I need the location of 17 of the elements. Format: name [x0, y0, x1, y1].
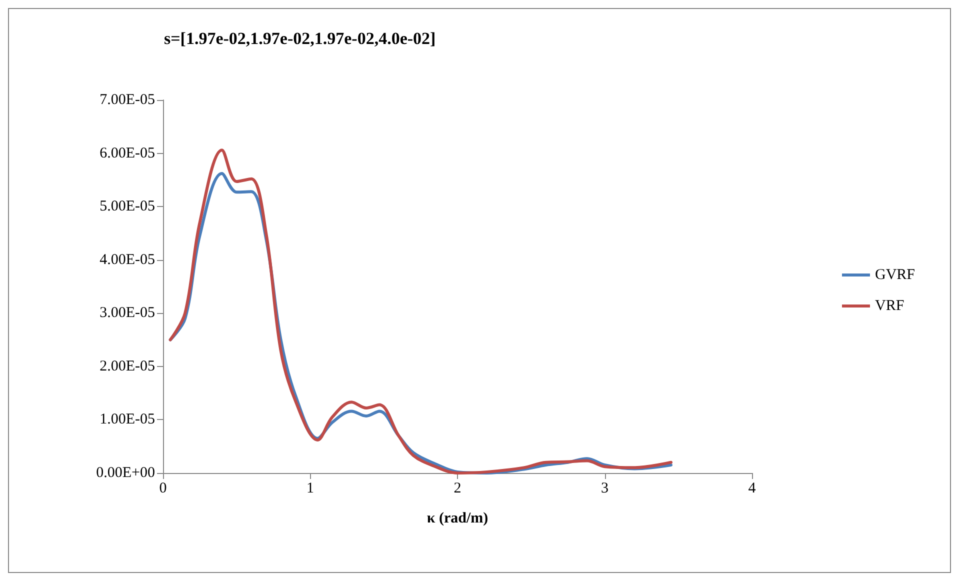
y-tick-label: 6.00E-05	[100, 145, 155, 162]
y-tick-label: 3.00E-05	[100, 305, 155, 322]
legend-label: VRF	[874, 298, 904, 314]
x-tick-label: 2	[454, 480, 462, 496]
y-tick-label: 4.00E-05	[100, 252, 155, 268]
y-tick-label: 2.00E-05	[100, 358, 155, 374]
y-tick-label: 0.00E+00	[96, 465, 155, 481]
y-tick-label: 7.00E-05	[100, 92, 155, 108]
x-tick-label: 4	[748, 480, 756, 496]
y-tick-label: 5.00E-05	[100, 198, 155, 215]
x-tick-label: 1	[306, 480, 314, 496]
legend-label: GVRF	[874, 267, 916, 283]
x-tick-label: 3	[601, 480, 608, 496]
chart-title: s=[1.97e-02,1.97e-02,1.97e-02,4.0e-02]	[164, 29, 436, 48]
y-tick-label: 1.00E-05	[100, 412, 155, 428]
x-tick-label: 0	[159, 480, 167, 496]
x-axis-title: κ (rad/m)	[426, 510, 488, 526]
